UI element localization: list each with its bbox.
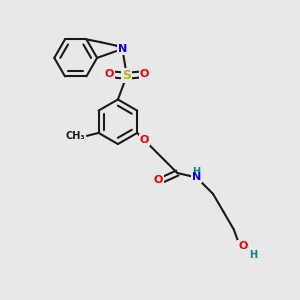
Text: O: O [238,241,247,251]
Text: H: H [193,167,201,177]
Text: O: O [104,69,114,79]
Text: CH₃: CH₃ [66,131,85,141]
Text: N: N [118,44,127,54]
Text: H: H [249,250,257,260]
Text: S: S [122,69,131,82]
Text: O: O [140,69,149,79]
Text: N: N [192,172,201,182]
Text: O: O [153,176,163,185]
Text: O: O [140,135,149,145]
